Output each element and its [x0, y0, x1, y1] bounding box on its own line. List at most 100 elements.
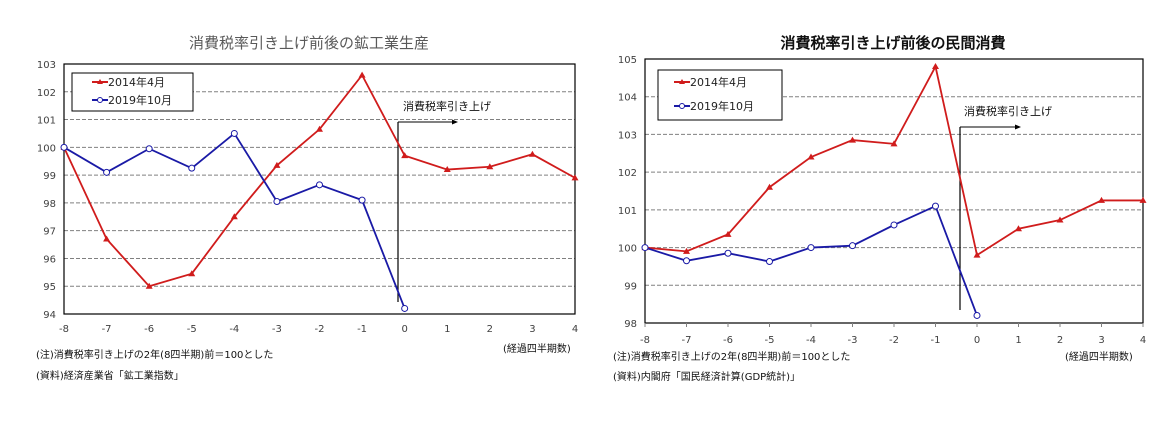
x-tick-label: 1 [444, 324, 450, 335]
legend: 2014年4月 2019年10月 [657, 69, 783, 121]
y-tick-label: 105 [618, 55, 637, 66]
data-point-2014 [890, 140, 898, 147]
y-tick-label: 104 [618, 93, 637, 104]
data-point-2019 [358, 196, 366, 204]
data-point-2014 [849, 136, 856, 143]
triangle-marker-icon [97, 79, 103, 84]
data-point-2014 [571, 174, 579, 181]
legend-label-2014: 2014年4月 [690, 75, 747, 89]
y-tick-label: 94 [43, 310, 56, 321]
x-tick-label: -2 [315, 324, 325, 335]
y-tick-label: 103 [618, 130, 637, 141]
series-line-2019 [63, 132, 406, 309]
x-tick-label: 3 [1098, 335, 1104, 346]
data-point-2019 [60, 143, 68, 151]
x-tick-label: -1 [931, 335, 941, 346]
data-point-2014 [145, 282, 153, 289]
data-point-2019 [932, 202, 939, 210]
data-point-2019 [188, 164, 196, 172]
data-point-2014 [528, 150, 536, 157]
tax-hike-annotation: 消費税率引き上げ [964, 104, 1052, 118]
x-tick-label: -4 [806, 335, 816, 346]
gridlines [64, 91, 575, 287]
data-point-2014 [358, 71, 366, 78]
x-tick-label: 2 [1057, 335, 1063, 346]
y-tick-label: 101 [618, 206, 637, 217]
y-tick-label: 100 [618, 244, 637, 255]
data-point-2014 [724, 230, 732, 237]
data-point-2014 [973, 251, 981, 258]
y-tick-label: 99 [624, 281, 637, 292]
data-point-2014 [316, 125, 323, 132]
x-tick-label: -8 [640, 335, 650, 346]
data-point-2014 [443, 166, 451, 173]
tax-hike-marker [397, 119, 458, 302]
footnote-source: (資料)内閣府「国民経済計算(GDP統計)」 [613, 370, 800, 383]
y-tick-label: 98 [624, 319, 637, 330]
data-point-2019 [103, 168, 111, 176]
y-tick-label: 95 [43, 282, 56, 293]
y-tick-label: 99 [43, 171, 56, 182]
x-tick-label: -3 [272, 324, 282, 335]
chart-private-consumption: 消費税率引き上げ前後の民間消費 98 99 100 101 102 103 104 105 -… [613, 34, 1147, 383]
data-point-2014 [103, 235, 111, 242]
circle-marker-icon [679, 103, 685, 109]
data-point-2019 [973, 311, 981, 319]
arrow-head-icon [1015, 124, 1021, 130]
data-point-2014 [932, 63, 939, 70]
x-tick-label: -1 [357, 324, 367, 335]
circle-marker-icon [97, 97, 103, 103]
x-tick-label: 0 [401, 324, 407, 335]
data-point-2014 [807, 153, 815, 160]
series-line-2019 [644, 204, 978, 316]
y-tick-label: 97 [43, 227, 56, 238]
footnote-note: (注)消費税率引き上げの2年(8四半期)前＝100とした [36, 348, 273, 361]
x-tick-label: -4 [229, 324, 239, 335]
data-point-2019 [401, 304, 409, 312]
chart-title: 消費税率引き上げ前後の民間消費 [780, 34, 1005, 52]
data-point-2014 [1098, 196, 1105, 203]
y-axis-ticks: 94 95 96 97 98 99 100 101 102 103 [37, 60, 56, 321]
legend-label-2014: 2014年4月 [108, 75, 165, 89]
data-point-2014 [683, 247, 690, 254]
y-tick-label: 102 [618, 168, 637, 179]
legend-label-2019: 2019年10月 [108, 93, 172, 107]
x-tick-label: 2 [487, 324, 493, 335]
data-point-2014 [766, 183, 773, 190]
data-point-2019 [683, 257, 690, 265]
x-tick-label: -5 [765, 335, 775, 346]
x-tick-label: 4 [572, 324, 578, 335]
legend: 2014年4月 2019年10月 [71, 72, 194, 112]
data-point-2019 [145, 145, 153, 153]
y-tick-label: 102 [37, 88, 56, 99]
y-tick-label: 100 [37, 143, 56, 154]
arrow-head-icon [452, 119, 458, 125]
y-tick-label: 96 [43, 254, 56, 265]
data-point-2019 [273, 198, 281, 205]
data-point-2014 [486, 163, 494, 170]
footnote-note: (注)消費税率引き上げの2年(8四半期)前＝100とした [613, 350, 850, 363]
data-point-2014 [1139, 196, 1147, 203]
x-tick-label: -5 [187, 324, 197, 335]
x-axis-ticks: -8 -7 -6 -5 -4 -3 -2 -1 0 1 2 3 4 [59, 324, 578, 335]
x-tick-label: -8 [59, 324, 69, 335]
data-point-2019 [724, 249, 732, 257]
data-point-2019 [316, 181, 323, 189]
data-point-2014 [1015, 225, 1022, 232]
tax-hike-annotation: 消費税率引き上げ [403, 99, 491, 113]
data-point-2014 [401, 152, 409, 159]
data-point-2019 [766, 258, 773, 266]
chart-title: 消費税率引き上げ前後の鉱工業生産 [189, 34, 429, 52]
legend-label-2019: 2019年10月 [690, 99, 754, 113]
x-tick-label: 4 [1140, 335, 1146, 346]
data-point-2019 [849, 242, 856, 250]
x-tick-label: -7 [102, 324, 112, 335]
data-point-2019 [641, 244, 649, 252]
tax-hike-marker [959, 124, 1021, 310]
data-point-2014 [1056, 216, 1064, 223]
y-tick-label: 101 [37, 116, 56, 127]
plot-frame [63, 63, 576, 315]
series-group [641, 63, 1147, 319]
data-point-2014 [188, 270, 196, 277]
